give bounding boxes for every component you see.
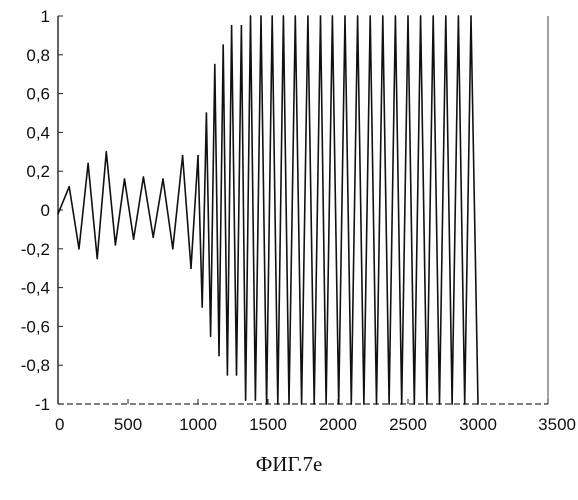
- data-point: [162, 178, 164, 180]
- data-point: [420, 15, 422, 17]
- y-tick-label: -0,6: [21, 317, 50, 336]
- y-axis: 1 0,8 0,6 0,4 0,2 0 -0,2 -0,4 -0,6 -0,8 -1: [21, 7, 63, 414]
- data-point: [414, 403, 416, 405]
- series-line: [58, 16, 478, 404]
- x-tick-label: 3000: [459, 415, 497, 434]
- data-point: [133, 238, 135, 240]
- data-point: [351, 403, 353, 405]
- y-tick-label: -0,2: [21, 240, 50, 259]
- y-tick-label: 0,2: [26, 162, 50, 181]
- data-point: [218, 355, 220, 357]
- data-point: [115, 244, 117, 246]
- data-point: [464, 403, 466, 405]
- y-tick-label: 0,8: [26, 46, 50, 65]
- figure-caption: ФИГ.7е: [0, 452, 578, 477]
- data-point: [332, 15, 334, 17]
- data-point: [172, 248, 174, 250]
- data-point: [470, 15, 472, 17]
- data-point: [288, 403, 290, 405]
- data-point: [182, 155, 184, 157]
- data-point: [250, 15, 252, 17]
- data-point: [477, 403, 479, 405]
- y-tick-label: 0: [41, 201, 50, 220]
- data-point: [210, 335, 212, 337]
- data-point: [407, 15, 409, 17]
- data-point: [382, 15, 384, 17]
- data-point: [458, 15, 460, 17]
- data-point: [124, 178, 126, 180]
- data-point: [255, 399, 257, 401]
- data-point: [426, 403, 428, 405]
- data-point: [432, 15, 434, 17]
- data-point: [206, 112, 208, 114]
- data-point: [301, 403, 303, 405]
- data-point: [325, 403, 327, 405]
- y-tick-label: 0,6: [26, 85, 50, 104]
- data-point: [231, 25, 233, 27]
- data-point: [222, 44, 224, 46]
- data-point: [68, 186, 70, 188]
- y-tick-label: -1: [35, 395, 50, 414]
- data-point: [376, 403, 378, 405]
- x-tick-label: 1000: [179, 415, 217, 434]
- data-point: [401, 403, 403, 405]
- x-tick-label: 3500: [538, 415, 576, 434]
- data-point: [241, 25, 243, 27]
- x-tick-label: 2000: [319, 415, 357, 434]
- x-tick-label: 500: [114, 415, 142, 434]
- data-point: [338, 403, 340, 405]
- data-point: [313, 403, 315, 405]
- data-point: [236, 374, 238, 376]
- data-point: [307, 15, 309, 17]
- y-tick-label: 0,4: [26, 123, 50, 142]
- data-point: [445, 15, 447, 17]
- x-tick-label: 0: [55, 415, 64, 434]
- data-point: [451, 403, 453, 405]
- data-point: [214, 64, 216, 66]
- data-point: [320, 15, 322, 17]
- series-layer: [57, 15, 479, 405]
- x-tick-label: 2500: [389, 415, 427, 434]
- data-point: [260, 15, 262, 17]
- data-point: [96, 258, 98, 260]
- data-point: [295, 15, 297, 17]
- data-point: [395, 15, 397, 17]
- data-point: [388, 403, 390, 405]
- data-point: [283, 15, 285, 17]
- data-point: [266, 403, 268, 405]
- data-point: [106, 151, 108, 153]
- data-point: [78, 248, 80, 250]
- data-point: [271, 15, 273, 17]
- data-point: [245, 399, 247, 401]
- y-tick-label: -0,8: [21, 356, 50, 375]
- data-point: [143, 176, 145, 178]
- data-point: [439, 403, 441, 405]
- y-tick-label: -0,4: [21, 279, 50, 298]
- data-point: [190, 267, 192, 269]
- data-point: [197, 155, 199, 157]
- data-point: [152, 236, 154, 238]
- data-point: [344, 15, 346, 17]
- data-point: [87, 163, 89, 165]
- data-point: [277, 403, 279, 405]
- data-point: [227, 374, 229, 376]
- data-point: [369, 15, 371, 17]
- data-point: [357, 15, 359, 17]
- y-tick-label: 1: [41, 7, 50, 26]
- x-tick-label: 1500: [249, 415, 287, 434]
- data-point: [57, 213, 59, 215]
- data-point: [201, 306, 203, 308]
- data-point: [363, 403, 365, 405]
